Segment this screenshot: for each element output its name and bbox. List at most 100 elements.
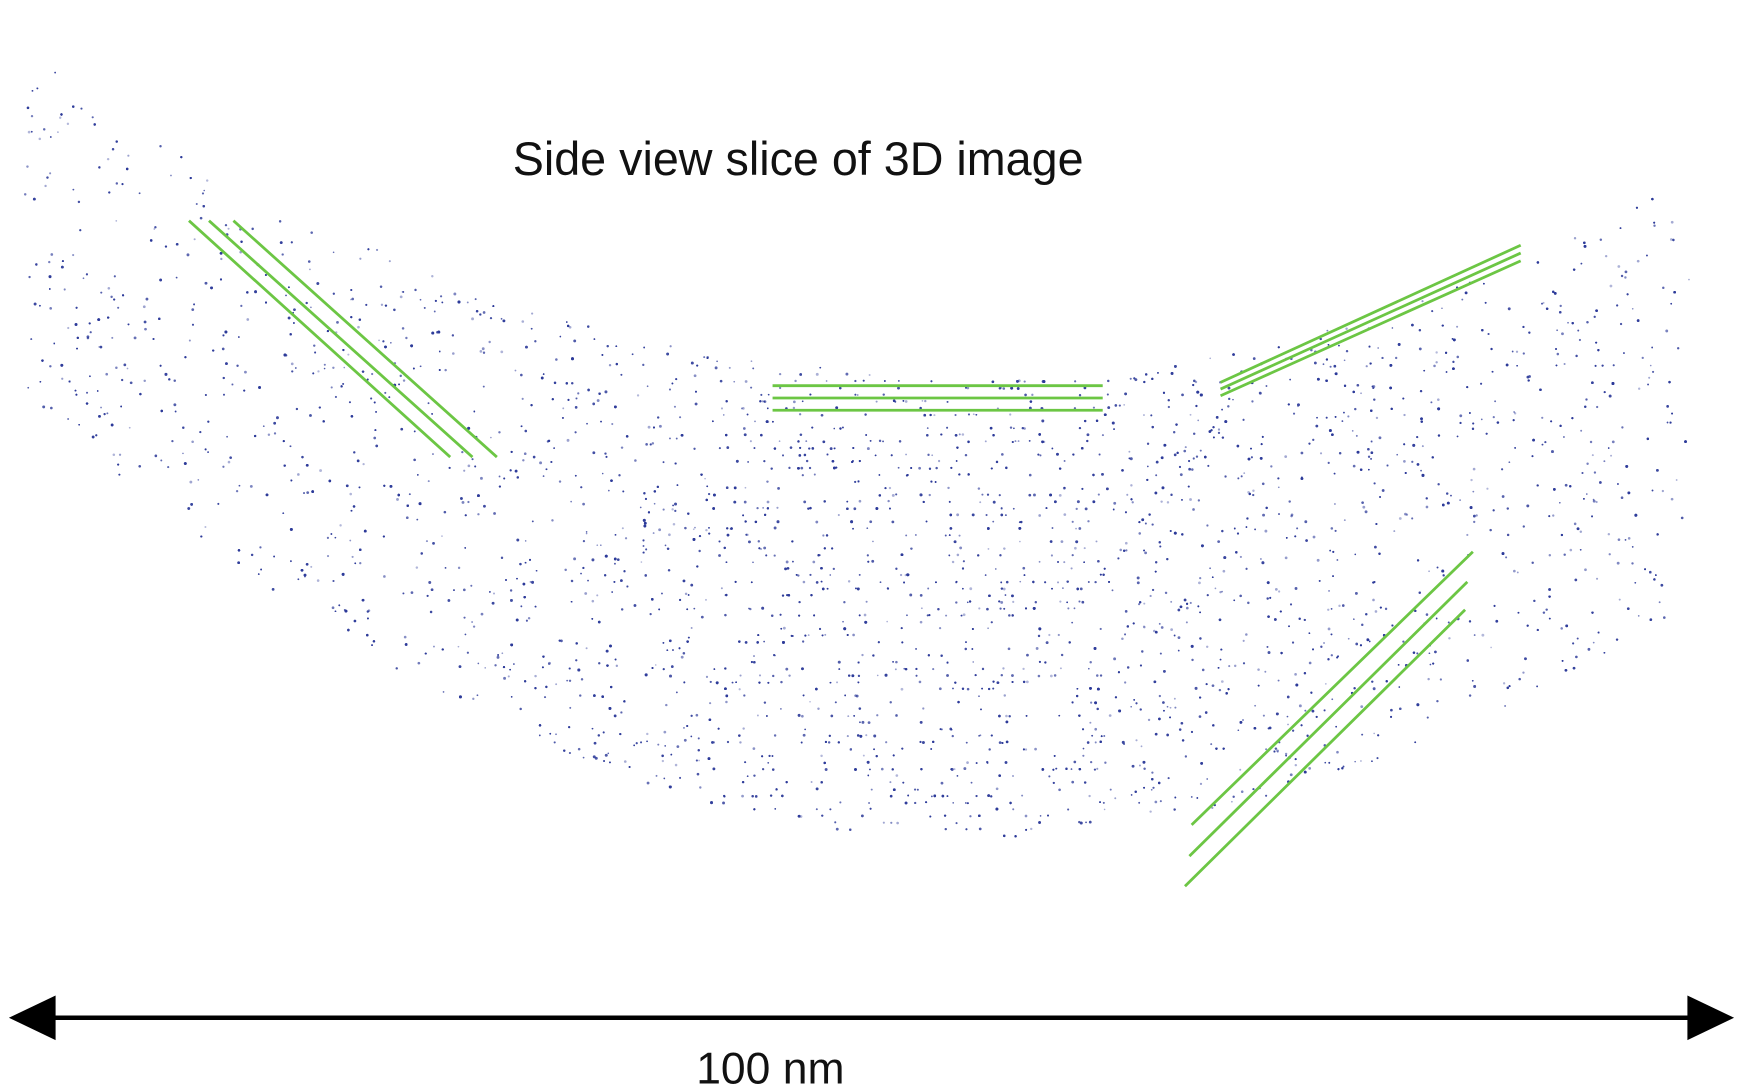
- point: [578, 748, 581, 751]
- point: [861, 721, 864, 724]
- point: [1054, 674, 1057, 677]
- point: [1125, 549, 1127, 551]
- point: [1290, 773, 1293, 776]
- point: [1287, 716, 1289, 718]
- point: [1472, 491, 1474, 493]
- point: [282, 253, 284, 255]
- point: [159, 145, 161, 147]
- point: [611, 423, 613, 425]
- point: [597, 399, 600, 402]
- point: [1050, 675, 1053, 678]
- point: [555, 683, 557, 685]
- point: [1000, 601, 1003, 604]
- point: [723, 414, 725, 416]
- point: [1459, 499, 1461, 501]
- point: [812, 561, 815, 564]
- point: [359, 258, 361, 260]
- point: [1420, 470, 1422, 472]
- point: [402, 327, 405, 330]
- point: [475, 298, 477, 300]
- point: [1470, 479, 1472, 481]
- point: [877, 675, 879, 677]
- point: [482, 347, 485, 350]
- point: [67, 418, 69, 420]
- point: [822, 534, 824, 536]
- point: [898, 467, 900, 469]
- point: [656, 775, 658, 777]
- point: [324, 364, 326, 366]
- point: [866, 601, 868, 603]
- point: [767, 501, 770, 504]
- point: [1139, 765, 1141, 767]
- point: [641, 561, 643, 563]
- point: [774, 555, 776, 557]
- point: [1232, 399, 1234, 401]
- point: [967, 688, 970, 691]
- point: [852, 634, 855, 637]
- point: [343, 367, 345, 369]
- point: [857, 394, 859, 396]
- point: [1435, 351, 1437, 353]
- point: [1328, 628, 1331, 631]
- point: [1370, 458, 1372, 460]
- point: [896, 822, 899, 825]
- point: [1240, 556, 1242, 558]
- point: [1185, 446, 1187, 448]
- point: [668, 533, 671, 536]
- point: [1330, 366, 1332, 368]
- point: [1356, 435, 1358, 437]
- point: [1245, 633, 1248, 636]
- point: [1174, 698, 1176, 700]
- point: [1200, 450, 1202, 452]
- point: [1608, 533, 1610, 535]
- point: [1215, 588, 1217, 590]
- point: [1061, 654, 1063, 656]
- page: {"title": "Side view slice of 3D image",…: [0, 0, 1743, 1088]
- point: [1294, 673, 1297, 676]
- point: [933, 414, 935, 416]
- point: [645, 443, 648, 446]
- point: [1580, 430, 1582, 432]
- point: [1024, 380, 1026, 382]
- point: [1008, 647, 1011, 650]
- point: [1034, 748, 1037, 751]
- point: [847, 735, 849, 737]
- point: [470, 585, 472, 587]
- point: [1336, 751, 1339, 754]
- point: [681, 656, 684, 659]
- point: [939, 627, 941, 629]
- point: [1084, 547, 1086, 549]
- point: [1149, 810, 1151, 812]
- point: [521, 320, 524, 323]
- point: [204, 526, 206, 528]
- point: [1123, 404, 1125, 406]
- point: [461, 451, 463, 453]
- point: [90, 331, 92, 333]
- point: [959, 535, 961, 537]
- point: [170, 175, 172, 177]
- point: [24, 193, 26, 195]
- point: [1457, 356, 1460, 359]
- point: [971, 782, 973, 784]
- point: [679, 416, 681, 418]
- point: [524, 452, 527, 455]
- point: [1596, 406, 1598, 408]
- point: [741, 408, 743, 410]
- point: [1561, 332, 1564, 335]
- point: [648, 426, 651, 429]
- point: [1404, 513, 1407, 516]
- point: [350, 299, 352, 301]
- point: [1650, 365, 1652, 367]
- point: [759, 674, 761, 676]
- point: [1002, 387, 1005, 390]
- point: [706, 676, 708, 678]
- point: [607, 753, 609, 755]
- point: [596, 544, 598, 546]
- point: [1174, 707, 1176, 709]
- point: [39, 138, 41, 140]
- point: [1265, 748, 1267, 750]
- point: [1074, 607, 1076, 609]
- point: [1430, 401, 1432, 403]
- point: [566, 680, 568, 682]
- point: [670, 345, 672, 347]
